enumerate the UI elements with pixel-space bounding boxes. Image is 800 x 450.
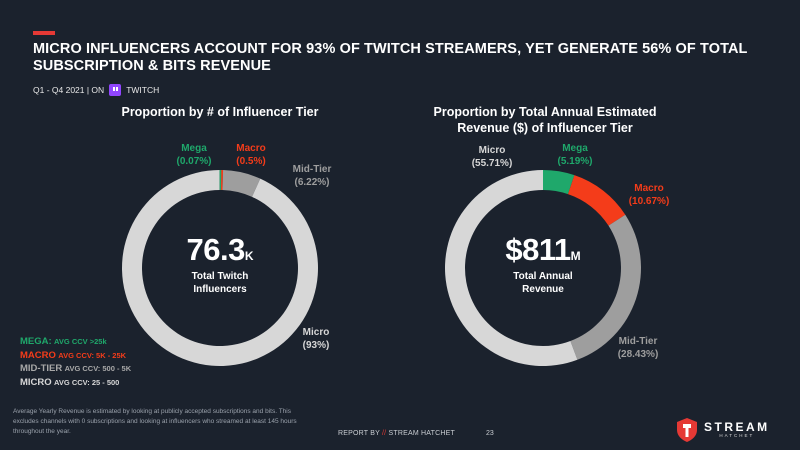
brand-main-text: STREAM: [704, 420, 770, 434]
label-right-macro: Macro (10.67%): [620, 183, 678, 208]
label-left-midtier-name: Mid-Tier: [292, 164, 332, 175]
label-left-macro: Macro (0.5%): [226, 143, 276, 168]
left-center-caption: Total Twitch Influencers: [150, 270, 290, 296]
label-left-macro-name: Macro: [236, 143, 266, 154]
page-number: 23: [486, 430, 494, 437]
right-center-suffix: M: [570, 249, 581, 263]
legend-tier-mega: MEGA:: [20, 336, 52, 347]
legend-row-mega: MEGA: AVG CCV >25k: [20, 335, 131, 349]
chart-right-title-line2: Revenue ($) of Influencer Tier: [457, 121, 633, 135]
legend-desc-mega: AVG CCV >25k: [54, 337, 107, 346]
legend-row-macro: MACRO AVG CCV: 5K - 25K: [20, 349, 131, 363]
chart-left-title: Proportion by # of Influencer Tier: [100, 104, 340, 120]
right-center-caption-line1: Total Annual: [513, 271, 573, 282]
right-center-value: $811M: [473, 232, 613, 268]
platform-text: TWITCH: [126, 85, 160, 95]
right-center-caption-line2: Revenue: [522, 284, 564, 295]
left-center-caption-line1: Total Twitch: [191, 271, 249, 282]
right-center-caption: Total Annual Revenue: [473, 270, 613, 296]
label-right-mega: Mega (5.19%): [549, 143, 601, 168]
report-credit: REPORT BY // STREAM HATCHET: [338, 430, 455, 437]
label-left-micro-value: (93%): [302, 339, 330, 351]
label-right-midtier-value: (28.43%): [617, 348, 659, 360]
report-separator: //: [382, 430, 387, 437]
legend-row-midtier: MID-TIER AVG CCV: 500 - 5K: [20, 362, 131, 376]
legend-tier-micro: MICRO: [20, 376, 52, 388]
label-left-mega-value: (0.07%): [176, 155, 212, 167]
donut-chart-revenue: [444, 170, 641, 366]
twitch-icon: [109, 84, 122, 96]
legend-row-micro: MICRO AVG CCV: 25 - 500: [20, 376, 131, 390]
right-slice-micro: [444, 170, 578, 366]
label-right-micro: Micro (55.71%): [462, 145, 522, 170]
left-center-suffix: K: [244, 249, 254, 263]
period-text: Q1 - Q4 2021 | ON: [33, 85, 105, 95]
tier-legend: MEGA: AVG CCV >25k MACRO AVG CCV: 5K - 2…: [20, 335, 131, 389]
right-slice-macro: [567, 175, 626, 226]
right-slice-mid-tier: [570, 214, 641, 360]
legend-desc-macro: AVG CCV: 5K - 25K: [58, 350, 127, 360]
label-right-macro-name: Macro: [634, 183, 664, 194]
left-slice-mega: [219, 170, 222, 191]
label-right-macro-value: (10.67%): [628, 195, 670, 207]
left-center-number: 76.3: [186, 232, 245, 267]
report-name: STREAM HATCHET: [388, 430, 455, 437]
legend-tier-macro: MACRO: [20, 349, 56, 361]
label-right-micro-value: (55.71%): [471, 157, 513, 169]
label-left-macro-value: (0.5%): [236, 155, 266, 167]
period-subtitle: Q1 - Q4 2021 | ON TWITCH: [33, 83, 159, 97]
stream-hatchet-logo-icon: [677, 418, 697, 442]
right-slice-mega: [543, 170, 575, 195]
label-right-midtier-name: Mid-Tier: [618, 336, 658, 347]
left-center-caption-line2: Influencers: [193, 284, 247, 295]
legend-desc-micro: AVG CCV: 25 - 500: [54, 377, 120, 387]
brand-sub-text: HATCHET: [719, 433, 755, 438]
title-accent-bar: [33, 31, 55, 35]
right-center-number: $811: [505, 232, 571, 267]
label-right-midtier: Mid-Tier (28.43%): [608, 336, 668, 361]
left-slice-mid-tier: [222, 170, 261, 197]
methodology-footnote: Average Yearly Revenue is estimated by l…: [13, 408, 297, 435]
label-left-micro-name: Micro: [302, 327, 330, 338]
left-center-value: 76.3K: [150, 232, 290, 268]
label-right-mega-value: (5.19%): [557, 155, 593, 167]
left-slice-micro: [121, 170, 318, 366]
chart-right-title-line1: Proportion by Total Annual Estimated: [433, 105, 657, 119]
label-left-micro: Micro (93%): [290, 327, 342, 352]
label-right-mega-name: Mega: [562, 143, 588, 154]
label-left-mega-name: Mega: [181, 143, 207, 154]
label-right-micro-name: Micro: [478, 145, 506, 156]
label-left-midtier: Mid-Tier (6.22%): [283, 164, 341, 189]
chart-left-title-text: Proportion by # of Influencer Tier: [121, 105, 319, 119]
page-title: MICRO INFLUENCERS ACCOUNT FOR 93% OF TWI…: [33, 41, 748, 74]
legend-tier-midtier: MID-TIER: [20, 363, 63, 374]
chart-right-title: Proportion by Total Annual Estimated Rev…: [400, 104, 690, 136]
stream-hatchet-brand: STREAM HATCHET: [676, 417, 770, 443]
brand-wordmark: STREAM HATCHET: [704, 421, 770, 439]
report-prefix: REPORT BY: [338, 430, 380, 437]
legend-desc-midtier: AVG CCV: 500 - 5K: [64, 364, 132, 373]
donut-chart-influencer-count: [121, 170, 318, 366]
label-left-midtier-value: (6.22%): [294, 176, 330, 188]
label-left-mega: Mega (0.07%): [168, 143, 220, 168]
